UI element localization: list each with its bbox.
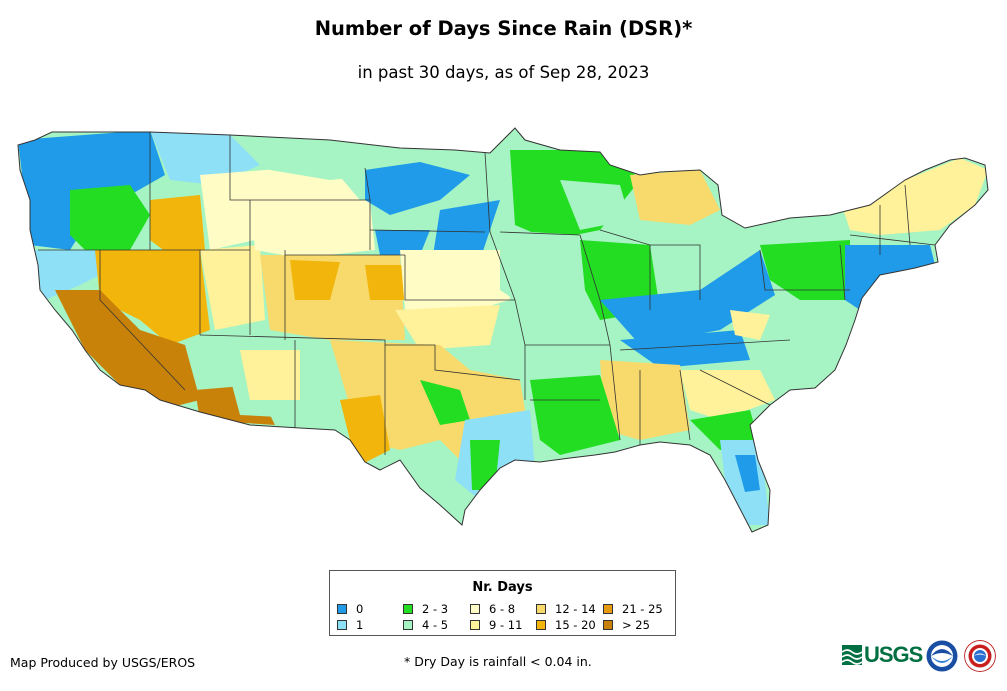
legend-item: 6 - 8 — [470, 602, 515, 616]
nws-logo — [964, 640, 996, 672]
legend-swatch — [470, 620, 480, 630]
legend-title: Nr. Days — [472, 580, 533, 595]
legend-item: 9 - 11 — [470, 618, 522, 632]
legend-swatch — [603, 620, 613, 630]
legend-swatch — [603, 604, 613, 614]
legend-item: 4 - 5 — [403, 618, 448, 632]
legend-swatch — [403, 604, 413, 614]
usgs-logo: USGS — [842, 642, 923, 668]
dry-day-note: * Dry Day is rainfall < 0.04 in. — [404, 654, 592, 669]
legend: Nr. Days 0 1 2 - 3 4 - 5 6 - 8 9 - 11 12… — [329, 570, 676, 636]
legend-swatch — [337, 620, 347, 630]
legend-item: > 25 — [603, 618, 650, 632]
legend-label: 1 — [356, 618, 364, 632]
legend-item: 0 — [337, 602, 363, 616]
legend-label: 9 - 11 — [489, 618, 523, 632]
dsr-map — [17, 127, 989, 533]
dsr-raster — [18, 128, 988, 532]
legend-item: 2 - 3 — [403, 602, 448, 616]
legend-swatch — [403, 620, 413, 630]
legend-label: 4 - 5 — [422, 618, 449, 632]
legend-label: 6 - 8 — [489, 602, 516, 616]
legend-swatch — [470, 604, 480, 614]
legend-item: 1 — [337, 618, 363, 632]
legend-label: 0 — [356, 602, 364, 616]
map-subtitle: in past 30 days, as of Sep 28, 2023 — [357, 63, 650, 82]
legend-label: 21 - 25 — [622, 602, 663, 616]
usgs-wave-icon — [842, 645, 862, 665]
credit-text: Map Produced by USGS/EROS — [10, 655, 196, 670]
map-title: Number of Days Since Rain (DSR)* — [314, 17, 693, 40]
legend-swatch — [536, 604, 546, 614]
legend-item: 12 - 14 — [536, 602, 596, 616]
legend-item: 21 - 25 — [603, 602, 663, 616]
state-boundaries — [38, 132, 936, 455]
legend-label: > 25 — [622, 618, 650, 632]
noaa-logo — [926, 640, 958, 672]
legend-label: 15 - 20 — [555, 618, 596, 632]
legend-swatch — [337, 604, 347, 614]
legend-label: 2 - 3 — [422, 602, 449, 616]
usgs-wordmark: USGS — [864, 642, 923, 667]
legend-item: 15 - 20 — [536, 618, 596, 632]
legend-label: 12 - 14 — [555, 602, 596, 616]
legend-swatch — [536, 620, 546, 630]
